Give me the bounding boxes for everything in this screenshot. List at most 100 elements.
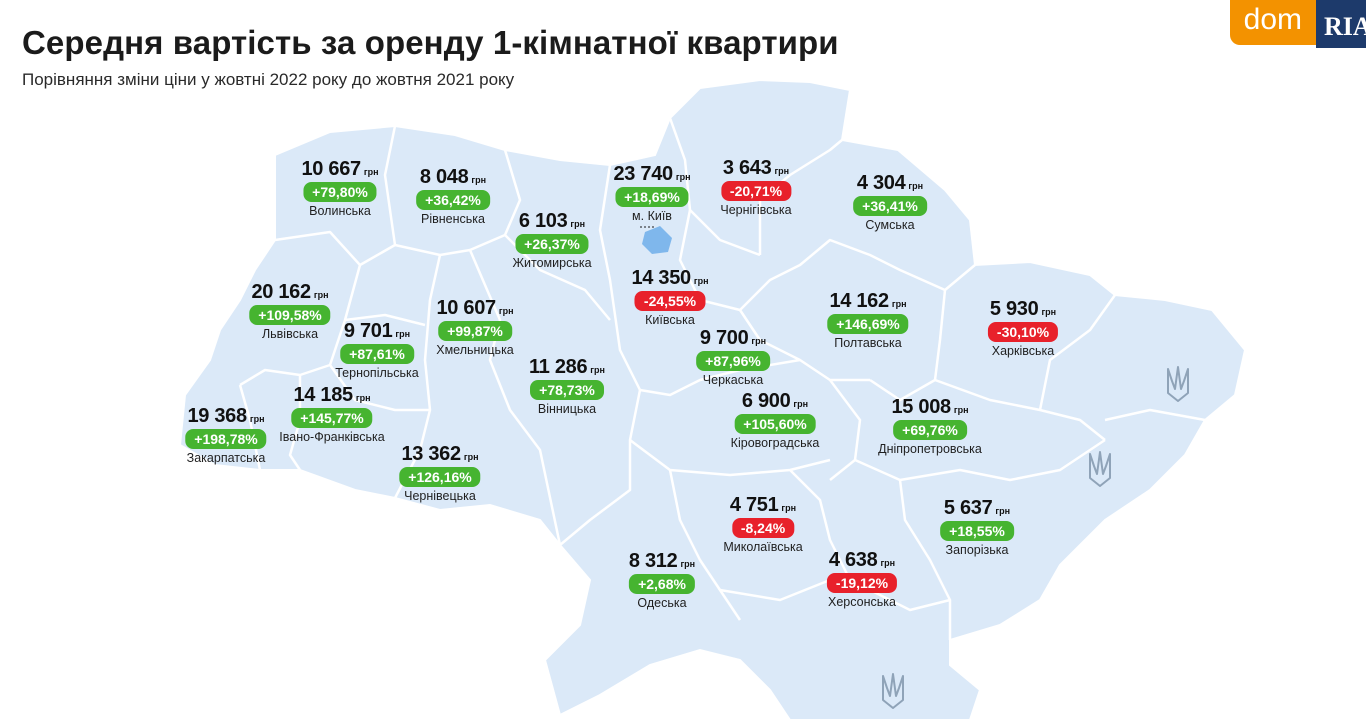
region-label: 13 362 грн +126,16% Чернівецька	[399, 443, 481, 503]
price-value: 23 740	[613, 163, 673, 185]
kyiv-city-area	[642, 226, 672, 254]
region-name: Запорізька	[945, 543, 1009, 557]
region-name: м. Київ	[632, 209, 672, 223]
currency-unit: грн	[313, 290, 329, 300]
region-label: 19 368 грн +198,78% Закарпатська	[185, 405, 267, 465]
currency-unit: грн	[693, 276, 709, 286]
change-badge: -19,12%	[826, 573, 898, 593]
currency-unit: грн	[880, 558, 896, 568]
price-value: 3 643	[722, 157, 772, 179]
logo-ria: RIA	[1316, 0, 1366, 48]
change-badge: +36,42%	[416, 190, 490, 210]
change-badge: -24,55%	[634, 291, 706, 311]
change-badge: +2,68%	[629, 574, 695, 594]
region-name: Львівська	[261, 327, 319, 341]
region-label: 5 637 грн +18,55% Запорізька	[940, 497, 1014, 557]
trident-icon	[1089, 451, 1111, 487]
logo-dom: dom	[1229, 0, 1316, 45]
region-label: 10 667 грн +79,80% Волинська	[301, 158, 378, 218]
price-value: 10 667	[301, 158, 361, 180]
region-label: 23 740 грн +18,69% м. Київ	[613, 163, 690, 223]
change-badge: +87,96%	[696, 351, 770, 371]
change-badge: +18,55%	[940, 521, 1014, 541]
change-badge: +105,60%	[734, 414, 816, 434]
region-borders	[238, 117, 1206, 640]
region-name: Житомирська	[512, 256, 592, 270]
change-badge: -30,10%	[987, 322, 1059, 342]
price-value: 15 008	[891, 396, 951, 418]
change-badge: +26,37%	[515, 234, 589, 254]
currency-unit: грн	[355, 393, 371, 403]
price-value: 5 930	[989, 298, 1039, 320]
region-label: 10 607 грн +99,87% Хмельницька	[436, 297, 514, 357]
currency-unit: грн	[498, 306, 514, 316]
region-name: Чернівецька	[404, 489, 476, 503]
change-badge: +18,69%	[615, 187, 689, 207]
region-name: Сумська	[865, 218, 915, 232]
region-price: 14 185 грн	[293, 384, 370, 407]
trident-icon	[882, 673, 904, 709]
region-label: 9 700 грн +87,96% Черкаська	[696, 327, 770, 387]
price-value: 20 162	[251, 281, 311, 303]
region-price: 8 312 грн	[629, 550, 695, 573]
price-value: 8 048	[419, 166, 469, 188]
price-value: 6 900	[741, 390, 791, 412]
currency-unit: грн	[570, 219, 586, 229]
region-price: 9 700 грн	[700, 327, 766, 350]
region-name: Миколаївська	[723, 540, 803, 554]
currency-unit: грн	[675, 172, 691, 182]
price-value: 19 368	[187, 405, 247, 427]
region-name: Черкаська	[702, 373, 764, 387]
currency-unit: грн	[395, 329, 411, 339]
region-label: 4 751 грн -8,24% Миколаївська	[723, 494, 802, 554]
price-value: 9 701	[343, 320, 393, 342]
price-value: 9 700	[699, 327, 749, 349]
page-subtitle: Порівняння зміни ціни у жовтні 2022 року…	[22, 70, 515, 89]
region-label: 14 162 грн +146,69% Полтавська	[827, 290, 909, 350]
region-name: Полтавська	[834, 336, 902, 350]
region-price: 19 368 грн	[187, 405, 264, 428]
change-badge: +99,87%	[438, 321, 512, 341]
region-label: 14 350 грн -24,55% Київська	[631, 267, 708, 327]
region-label: 4 304 грн +36,41% Сумська	[853, 172, 927, 232]
change-badge: +198,78%	[185, 429, 267, 449]
currency-unit: грн	[793, 399, 809, 409]
region-name: Кіровоградська	[730, 436, 820, 450]
region-price: 8 048 грн	[420, 166, 486, 189]
currency-unit: грн	[590, 365, 605, 375]
region-price: 10 667 грн	[301, 158, 378, 181]
region-label: 9 701 грн +87,61% Тернопільська	[335, 320, 419, 380]
region-name: Київська	[645, 313, 695, 327]
region-label: 8 312 грн +2,68% Одеська	[629, 550, 695, 610]
region-name: Івано-Франківська	[279, 430, 385, 444]
region-name: Хмельницька	[436, 343, 514, 357]
currency-unit: грн	[1041, 307, 1057, 317]
region-name: Волинська	[309, 204, 371, 218]
region-price: 3 643 грн	[723, 157, 789, 180]
currency-unit: грн	[995, 506, 1011, 516]
region-name: Рівненська	[421, 212, 485, 226]
region-name: Закарпатська	[186, 451, 266, 465]
region-label: 14 185 грн +145,77% Івано-Франківська	[279, 384, 384, 444]
region-name: Дніпропетровська	[878, 442, 982, 456]
ukraine-outline	[178, 78, 1247, 720]
region-price: 5 637 грн	[944, 497, 1010, 520]
region-name: Херсонська	[828, 595, 896, 609]
currency-unit: грн	[463, 452, 479, 462]
region-price: 13 362 грн	[401, 443, 478, 466]
price-value: 5 637	[943, 497, 993, 519]
region-price: 5 930 грн	[990, 298, 1056, 321]
change-badge: +69,76%	[893, 420, 967, 440]
logo[interactable]: dom RIA	[1229, 0, 1366, 48]
price-value: 8 312	[628, 550, 678, 572]
region-price: 14 162 грн	[829, 290, 906, 313]
currency-unit: грн	[774, 166, 790, 176]
change-badge: +146,69%	[827, 314, 909, 334]
region-price: 4 638 грн	[829, 549, 895, 572]
region-price: 4 751 грн	[730, 494, 796, 517]
currency-unit: грн	[680, 559, 696, 569]
region-name: Вінницька	[537, 402, 597, 416]
region-name: Чернігівська	[720, 203, 792, 217]
region-price: 23 740 грн	[613, 163, 690, 186]
region-name: Харківська	[991, 344, 1055, 358]
